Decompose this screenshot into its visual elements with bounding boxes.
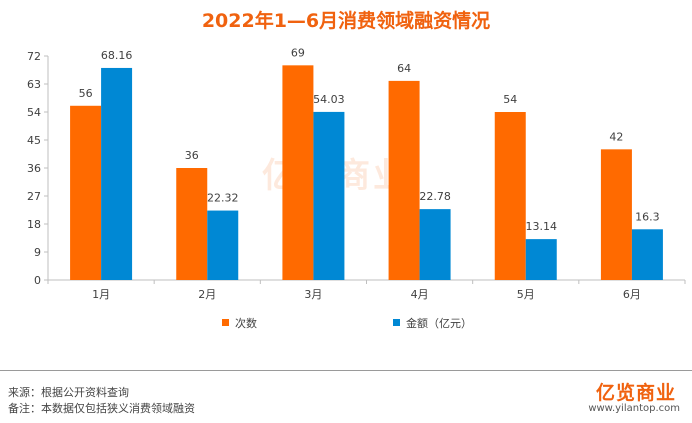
x-tick-label: 4月 [411, 288, 429, 301]
legend-label: 金额（亿元） [406, 316, 472, 330]
data-label: 13.14 [526, 220, 558, 233]
y-tick-label: 36 [27, 162, 41, 175]
bar-amount [101, 67, 133, 281]
brand-url: www.yilantop.com [588, 403, 680, 414]
brand-logo: 亿览商业 [595, 382, 676, 404]
data-label: 54 [503, 93, 517, 106]
x-tick-label: 3月 [304, 288, 322, 301]
x-tick-label: 1月 [92, 288, 110, 301]
source-note: 来源：根据公开资料查询 [8, 386, 129, 399]
bar-amount [419, 209, 451, 280]
data-label: 54.03 [313, 93, 345, 106]
bar-amount [631, 229, 663, 280]
bar-count [494, 112, 526, 280]
legend-swatch [393, 319, 400, 326]
legend-swatch [222, 319, 229, 326]
remark-note: 备注：本数据仅包括狭义消费领域融资 [8, 402, 195, 415]
legend-label: 次数 [235, 316, 257, 330]
data-label: 42 [609, 130, 623, 143]
bar-count [600, 149, 632, 280]
y-tick-label: 9 [34, 246, 41, 259]
bar-count [70, 105, 102, 281]
y-tick-label: 18 [27, 218, 41, 231]
footer-divider [0, 370, 692, 371]
data-label: 22.32 [207, 192, 239, 205]
y-tick-label: 72 [27, 50, 41, 63]
y-tick-label: 0 [34, 274, 41, 287]
y-tick-label: 63 [27, 78, 41, 91]
data-label: 68.16 [101, 49, 133, 62]
data-label: 22.78 [419, 190, 451, 203]
data-label: 36 [185, 149, 199, 162]
bar-amount [525, 239, 557, 280]
x-tick-label: 2月 [198, 288, 216, 301]
data-label: 16.3 [635, 210, 660, 223]
bar-count [388, 80, 420, 280]
x-tick-label: 5月 [517, 288, 535, 301]
bar-amount [313, 111, 345, 280]
data-label: 64 [397, 62, 411, 75]
bar-count [176, 168, 208, 280]
bar-count [282, 65, 314, 280]
bar-chart: 0 9 18 27 36 45 54 63 72 1月 56 68.16 2月 36 22.32 3月 69 54… [27, 46, 686, 330]
chart-title: 2022年1—6月消费领域融资情况 [201, 10, 491, 32]
y-tick-label: 27 [27, 190, 41, 203]
y-tick-label: 45 [27, 134, 41, 147]
y-tick-label: 54 [27, 106, 41, 119]
x-tick-label: 6月 [623, 288, 641, 301]
bar-amount [207, 210, 239, 280]
data-label: 69 [291, 46, 305, 59]
data-label: 56 [79, 87, 93, 100]
